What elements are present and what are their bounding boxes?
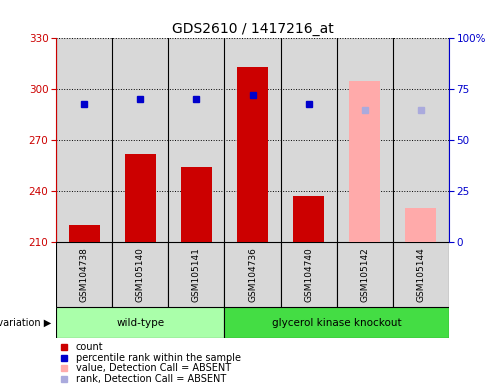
- Text: glycerol kinase knockout: glycerol kinase knockout: [272, 318, 402, 328]
- Text: wild-type: wild-type: [116, 318, 164, 328]
- Text: percentile rank within the sample: percentile rank within the sample: [76, 353, 241, 363]
- Title: GDS2610 / 1417216_at: GDS2610 / 1417216_at: [172, 22, 333, 36]
- Bar: [337, 242, 393, 307]
- Text: GSM104740: GSM104740: [304, 247, 313, 302]
- Text: GSM105141: GSM105141: [192, 247, 201, 302]
- Text: genotype/variation ▶: genotype/variation ▶: [0, 318, 51, 328]
- Bar: [168, 242, 224, 307]
- Text: count: count: [76, 342, 103, 352]
- Bar: [393, 242, 449, 307]
- Text: value, Detection Call = ABSENT: value, Detection Call = ABSENT: [76, 363, 231, 373]
- Bar: [224, 307, 449, 338]
- Bar: [406, 208, 436, 242]
- Bar: [224, 242, 281, 307]
- Bar: [56, 307, 224, 338]
- Text: rank, Detection Call = ABSENT: rank, Detection Call = ABSENT: [76, 374, 226, 384]
- Text: GSM104736: GSM104736: [248, 247, 257, 302]
- Bar: [281, 242, 337, 307]
- Bar: [69, 225, 100, 242]
- Bar: [125, 154, 156, 242]
- Bar: [56, 242, 112, 307]
- Text: GSM105142: GSM105142: [360, 247, 369, 302]
- Text: GSM104738: GSM104738: [80, 247, 89, 302]
- Text: GSM105140: GSM105140: [136, 247, 145, 302]
- Text: GSM105144: GSM105144: [416, 247, 426, 302]
- Bar: [112, 242, 168, 307]
- Bar: [237, 67, 268, 242]
- Bar: [181, 167, 212, 242]
- Bar: [293, 196, 324, 242]
- Bar: [349, 81, 380, 242]
